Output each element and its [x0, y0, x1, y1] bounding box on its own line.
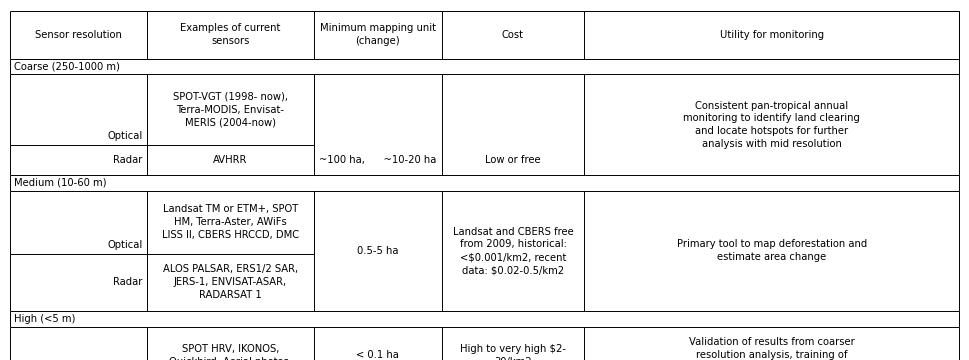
Text: ~100 ha,      ~10-20 ha: ~100 ha, ~10-20 ha — [319, 155, 436, 165]
Text: SPOT HRV, IKONOS,
Quickbird, Aerial photos,: SPOT HRV, IKONOS, Quickbird, Aerial phot… — [169, 344, 292, 360]
Text: SPOT-VGT (1998- now),
Terra-MODIS, Envisat-
MERIS (2004-now): SPOT-VGT (1998- now), Terra-MODIS, Envis… — [173, 92, 288, 127]
Text: Sensor resolution: Sensor resolution — [35, 30, 122, 40]
Text: Radar: Radar — [113, 277, 142, 287]
Text: Examples of current
sensors: Examples of current sensors — [180, 23, 281, 46]
Text: ALOS PALSAR, ERS1/2 SAR,
JERS-1, ENVISAT-ASAR,
RADARSAT 1: ALOS PALSAR, ERS1/2 SAR, JERS-1, ENVISAT… — [163, 265, 298, 300]
Text: Optical: Optical — [108, 240, 142, 250]
Text: Optical: Optical — [108, 131, 142, 141]
Text: Cost: Cost — [502, 30, 524, 40]
Text: Primary tool to map deforestation and
estimate area change: Primary tool to map deforestation and es… — [676, 239, 867, 262]
Text: Minimum mapping unit
(change): Minimum mapping unit (change) — [320, 23, 436, 46]
Text: < 0.1 ha: < 0.1 ha — [357, 350, 399, 360]
Text: 0.5-5 ha: 0.5-5 ha — [357, 246, 398, 256]
Text: Landsat and CBERS free
from 2009, historical:
<$0.001/km2, recent
data: $0.02-0.: Landsat and CBERS free from 2009, histor… — [453, 227, 574, 275]
Text: Medium (10-60 m): Medium (10-60 m) — [14, 178, 106, 188]
Text: Coarse (250-1000 m): Coarse (250-1000 m) — [14, 62, 119, 72]
Text: High (<5 m): High (<5 m) — [14, 314, 75, 324]
Text: Utility for monitoring: Utility for monitoring — [720, 30, 824, 40]
Text: AVHRR: AVHRR — [213, 155, 248, 165]
Text: High to very high $2-
30/km2: High to very high $2- 30/km2 — [460, 344, 566, 360]
Text: Landsat TM or ETM+, SPOT
HM, Terra-Aster, AWiFs
LISS II, CBERS HRCCD, DMC: Landsat TM or ETM+, SPOT HM, Terra-Aster… — [162, 204, 299, 240]
Text: Radar: Radar — [113, 155, 142, 165]
Text: Consistent pan-tropical annual
monitoring to identify land clearing
and locate h: Consistent pan-tropical annual monitorin… — [683, 100, 860, 149]
Text: Validation of results from coarser
resolution analysis, training of
algorithms: Validation of results from coarser resol… — [689, 337, 855, 360]
Text: Low or free: Low or free — [485, 155, 541, 165]
